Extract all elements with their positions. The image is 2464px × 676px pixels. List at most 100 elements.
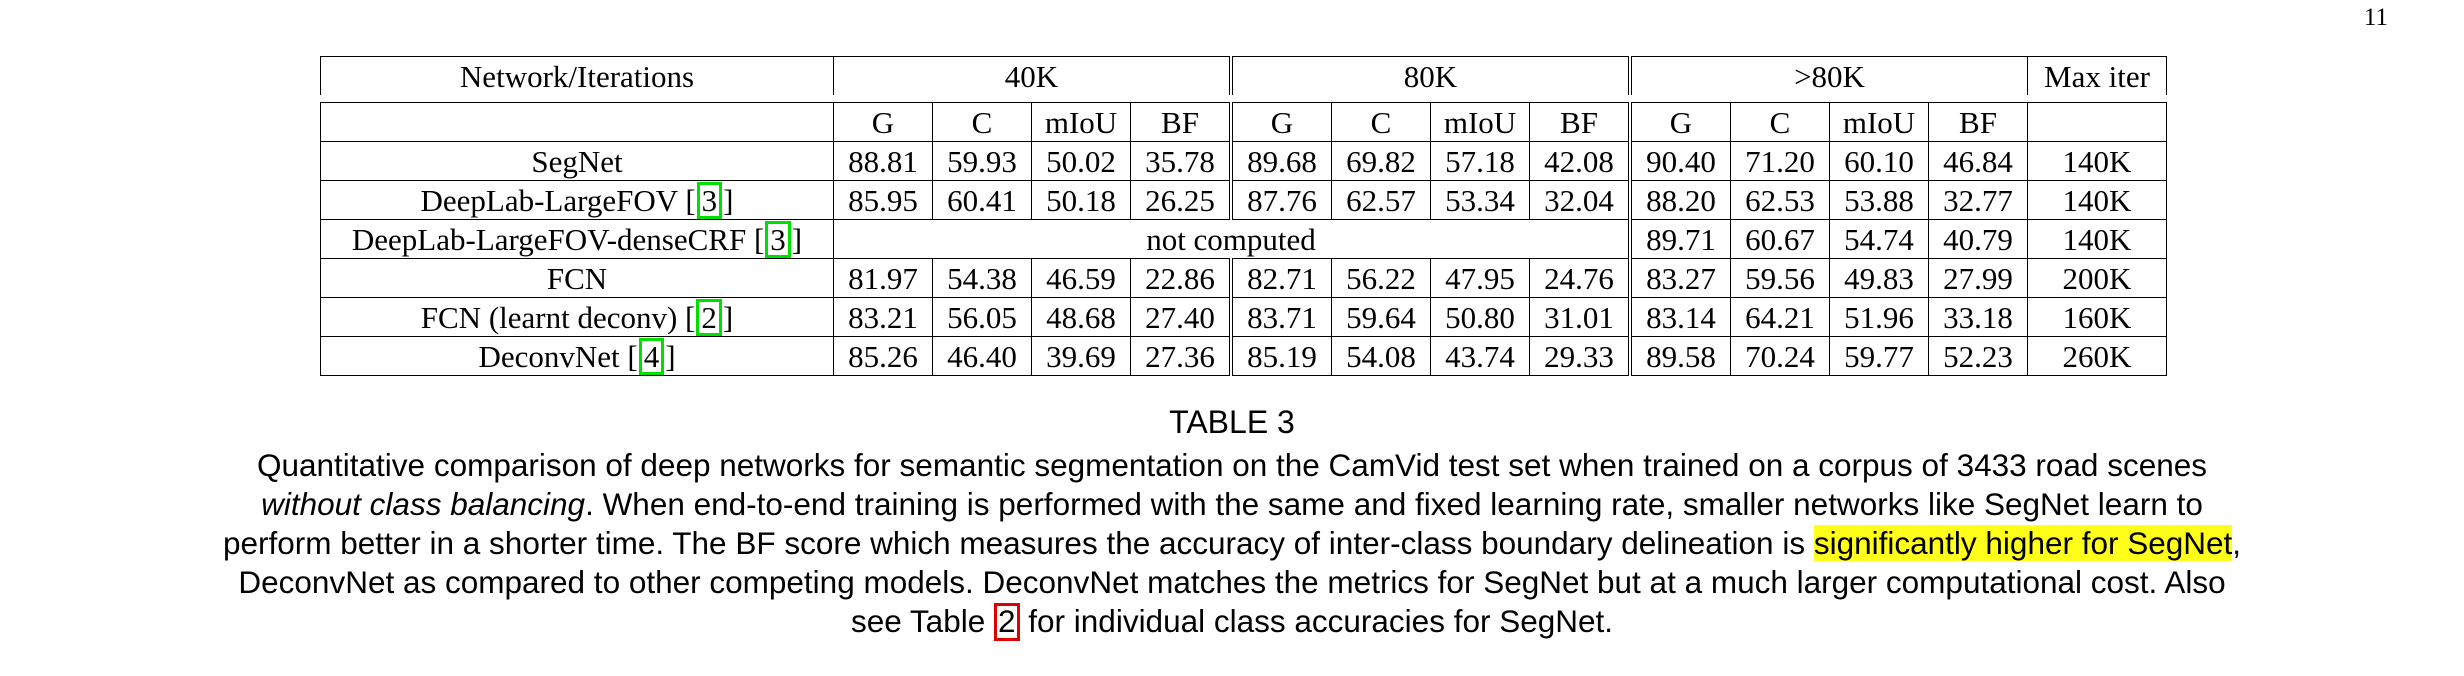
- metric-header-kmore-c: C: [1730, 102, 1830, 142]
- network-iterations-header: Network/Iterations: [320, 56, 834, 95]
- results-table-container: Network/Iterations 40K 80K >80K Max iter…: [320, 56, 2167, 376]
- metric-header-k80-miou: mIoU: [1430, 102, 1530, 142]
- metric-header-blank: [320, 102, 834, 142]
- caption-line-5: see Table 2 for individual class accurac…: [110, 602, 2354, 641]
- value-cell-kmore-g: 88.20: [1628, 180, 1731, 220]
- value-cell-k40-c: 54.38: [932, 258, 1032, 298]
- value-cell-k80-g: 82.71: [1229, 258, 1332, 298]
- value-cell-k80-miou: 57.18: [1430, 141, 1530, 181]
- table-reference-link[interactable]: 2: [993, 603, 1020, 641]
- caption-line-3: perform better in a shorter time. The BF…: [110, 524, 2354, 563]
- network-name-cell: DeepLab-LargeFOV [3]: [320, 180, 834, 220]
- value-cell-k80-g: 83.71: [1229, 297, 1332, 337]
- caption-line-4: DeconvNet as compared to other competing…: [238, 564, 2226, 600]
- citation-link[interactable]: 3: [696, 181, 723, 219]
- not-computed-cell: not computed: [833, 219, 1632, 259]
- metric-header-k40-c: C: [932, 102, 1032, 142]
- value-cell-kmore-g: 83.14: [1628, 297, 1731, 337]
- value-cell-kmore-miou: 60.10: [1829, 141, 1929, 181]
- table-row: SegNet 88.81 59.93 50.02 35.78 89.68 69.82 57.1…: [320, 141, 2167, 181]
- max-iter-cell: 140K: [2027, 219, 2167, 259]
- value-cell-k40-bf: 26.25: [1130, 180, 1233, 220]
- table-group-header-row: Network/Iterations 40K 80K >80K Max iter: [320, 56, 2167, 95]
- metric-header-k80-bf: BF: [1529, 102, 1632, 142]
- value-cell-k40-bf: 22.86: [1130, 258, 1233, 298]
- value-cell-kmore-miou: 51.96: [1829, 297, 1929, 337]
- caption-line-5-end: for individual class accuracies for SegN…: [1019, 603, 1614, 639]
- citation-link[interactable]: 4: [638, 337, 665, 375]
- max-iter-cell: 260K: [2027, 336, 2167, 376]
- network-name-cell: FCN (learnt deconv) [2]: [320, 297, 834, 337]
- caption-line-3-start: perform better in a shorter time. The BF…: [222, 525, 1814, 561]
- value-cell-kmore-miou: 53.88: [1829, 180, 1929, 220]
- value-cell-k80-miou: 53.34: [1430, 180, 1530, 220]
- metric-header-k40-miou: mIoU: [1031, 102, 1131, 142]
- network-name-cell: DeepLab-LargeFOV-denseCRF [3]: [320, 219, 834, 259]
- value-cell-kmore-bf: 33.18: [1928, 297, 2028, 337]
- value-cell-kmore-c: 59.56: [1730, 258, 1830, 298]
- network-name: DeepLab-LargeFOV-denseCRF [: [351, 221, 765, 257]
- value-cell-k80-c: 54.08: [1331, 336, 1431, 376]
- value-cell-k40-bf: 27.40: [1130, 297, 1233, 337]
- value-cell-k40-g: 85.26: [833, 336, 933, 376]
- table-caption-label: TABLE 3: [1169, 404, 1295, 440]
- value-cell-k40-miou: 48.68: [1031, 297, 1131, 337]
- value-cell-k40-g: 83.21: [833, 297, 933, 337]
- caption-italic-phrase: without class balancing: [261, 486, 586, 522]
- table-caption: Quantitative comparison of deep networks…: [110, 446, 2354, 641]
- value-cell-kmore-miou: 49.83: [1829, 258, 1929, 298]
- value-cell-kmore-bf: 32.77: [1928, 180, 2028, 220]
- value-cell-k80-bf: 29.33: [1529, 336, 1632, 376]
- value-cell-kmore-c: 71.20: [1730, 141, 1830, 181]
- results-table: Network/Iterations 40K 80K >80K Max iter…: [320, 56, 2167, 376]
- value-cell-k40-c: 59.93: [932, 141, 1032, 181]
- metric-header-k80-c: C: [1331, 102, 1431, 142]
- value-cell-kmore-miou: 59.77: [1829, 336, 1929, 376]
- network-name-cell: FCN: [320, 258, 834, 298]
- value-cell-k40-c: 46.40: [932, 336, 1032, 376]
- value-cell-kmore-g: 89.71: [1628, 219, 1731, 259]
- value-cell-k40-c: 60.41: [932, 180, 1032, 220]
- citation-link[interactable]: 2: [696, 298, 722, 336]
- caption-line-3-end: ,: [2232, 525, 2242, 561]
- value-cell-k40-g: 85.95: [833, 180, 933, 220]
- value-cell-k80-c: 59.64: [1331, 297, 1431, 337]
- max-iter-cell: 160K: [2027, 297, 2167, 337]
- metric-header-kmore-miou: mIoU: [1829, 102, 1929, 142]
- network-name: SegNet: [531, 143, 623, 179]
- value-cell-kmore-g: 90.40: [1628, 141, 1731, 181]
- metric-header-kmore-g: G: [1628, 102, 1731, 142]
- max-iter-cell: 140K: [2027, 180, 2167, 220]
- metric-header-k40-g: G: [833, 102, 933, 142]
- group-header-80k: 80K: [1229, 56, 1632, 95]
- value-cell-kmore-bf: 46.84: [1928, 141, 2028, 181]
- citation-link[interactable]: 3: [765, 220, 791, 258]
- value-cell-kmore-g: 89.58: [1628, 336, 1731, 376]
- metric-header-blank-maxiter: [2027, 102, 2167, 142]
- metric-header-kmore-bf: BF: [1928, 102, 2028, 142]
- table-header-gap: [321, 95, 2167, 103]
- citation-close-bracket: ]: [723, 182, 734, 218]
- network-name: DeepLab-LargeFOV [: [420, 182, 696, 218]
- value-cell-kmore-c: 64.21: [1730, 297, 1830, 337]
- citation-close-bracket: ]: [665, 338, 676, 374]
- network-name-cell: DeconvNet [4]: [320, 336, 834, 376]
- value-cell-k40-bf: 27.36: [1130, 336, 1233, 376]
- table-row: DeepLab-LargeFOV [3] 85.95 60.41 50.18 26.25…: [320, 180, 2167, 220]
- citation-close-bracket: ]: [722, 299, 734, 335]
- value-cell-k80-c: 62.57: [1331, 180, 1431, 220]
- metric-header-k40-bf: BF: [1130, 102, 1233, 142]
- value-cell-k80-g: 89.68: [1229, 141, 1332, 181]
- table-row: DeconvNet [4] 85.26 46.40 39.69 27.36 85.19 54…: [320, 336, 2167, 376]
- value-cell-k80-bf: 42.08: [1529, 141, 1632, 181]
- value-cell-k80-g: 85.19: [1229, 336, 1332, 376]
- value-cell-kmore-miou: 54.74: [1829, 219, 1929, 259]
- max-iter-cell: 140K: [2027, 141, 2167, 181]
- caption-highlighted-phrase: significantly higher for SegNet: [1813, 525, 2233, 561]
- max-iter-header: Max iter: [2027, 56, 2167, 95]
- value-cell-k80-bf: 31.01: [1529, 297, 1632, 337]
- caption-line-1: Quantitative comparison of deep networks…: [256, 447, 2208, 483]
- value-cell-k80-bf: 24.76: [1529, 258, 1632, 298]
- metric-header-k80-g: G: [1229, 102, 1332, 142]
